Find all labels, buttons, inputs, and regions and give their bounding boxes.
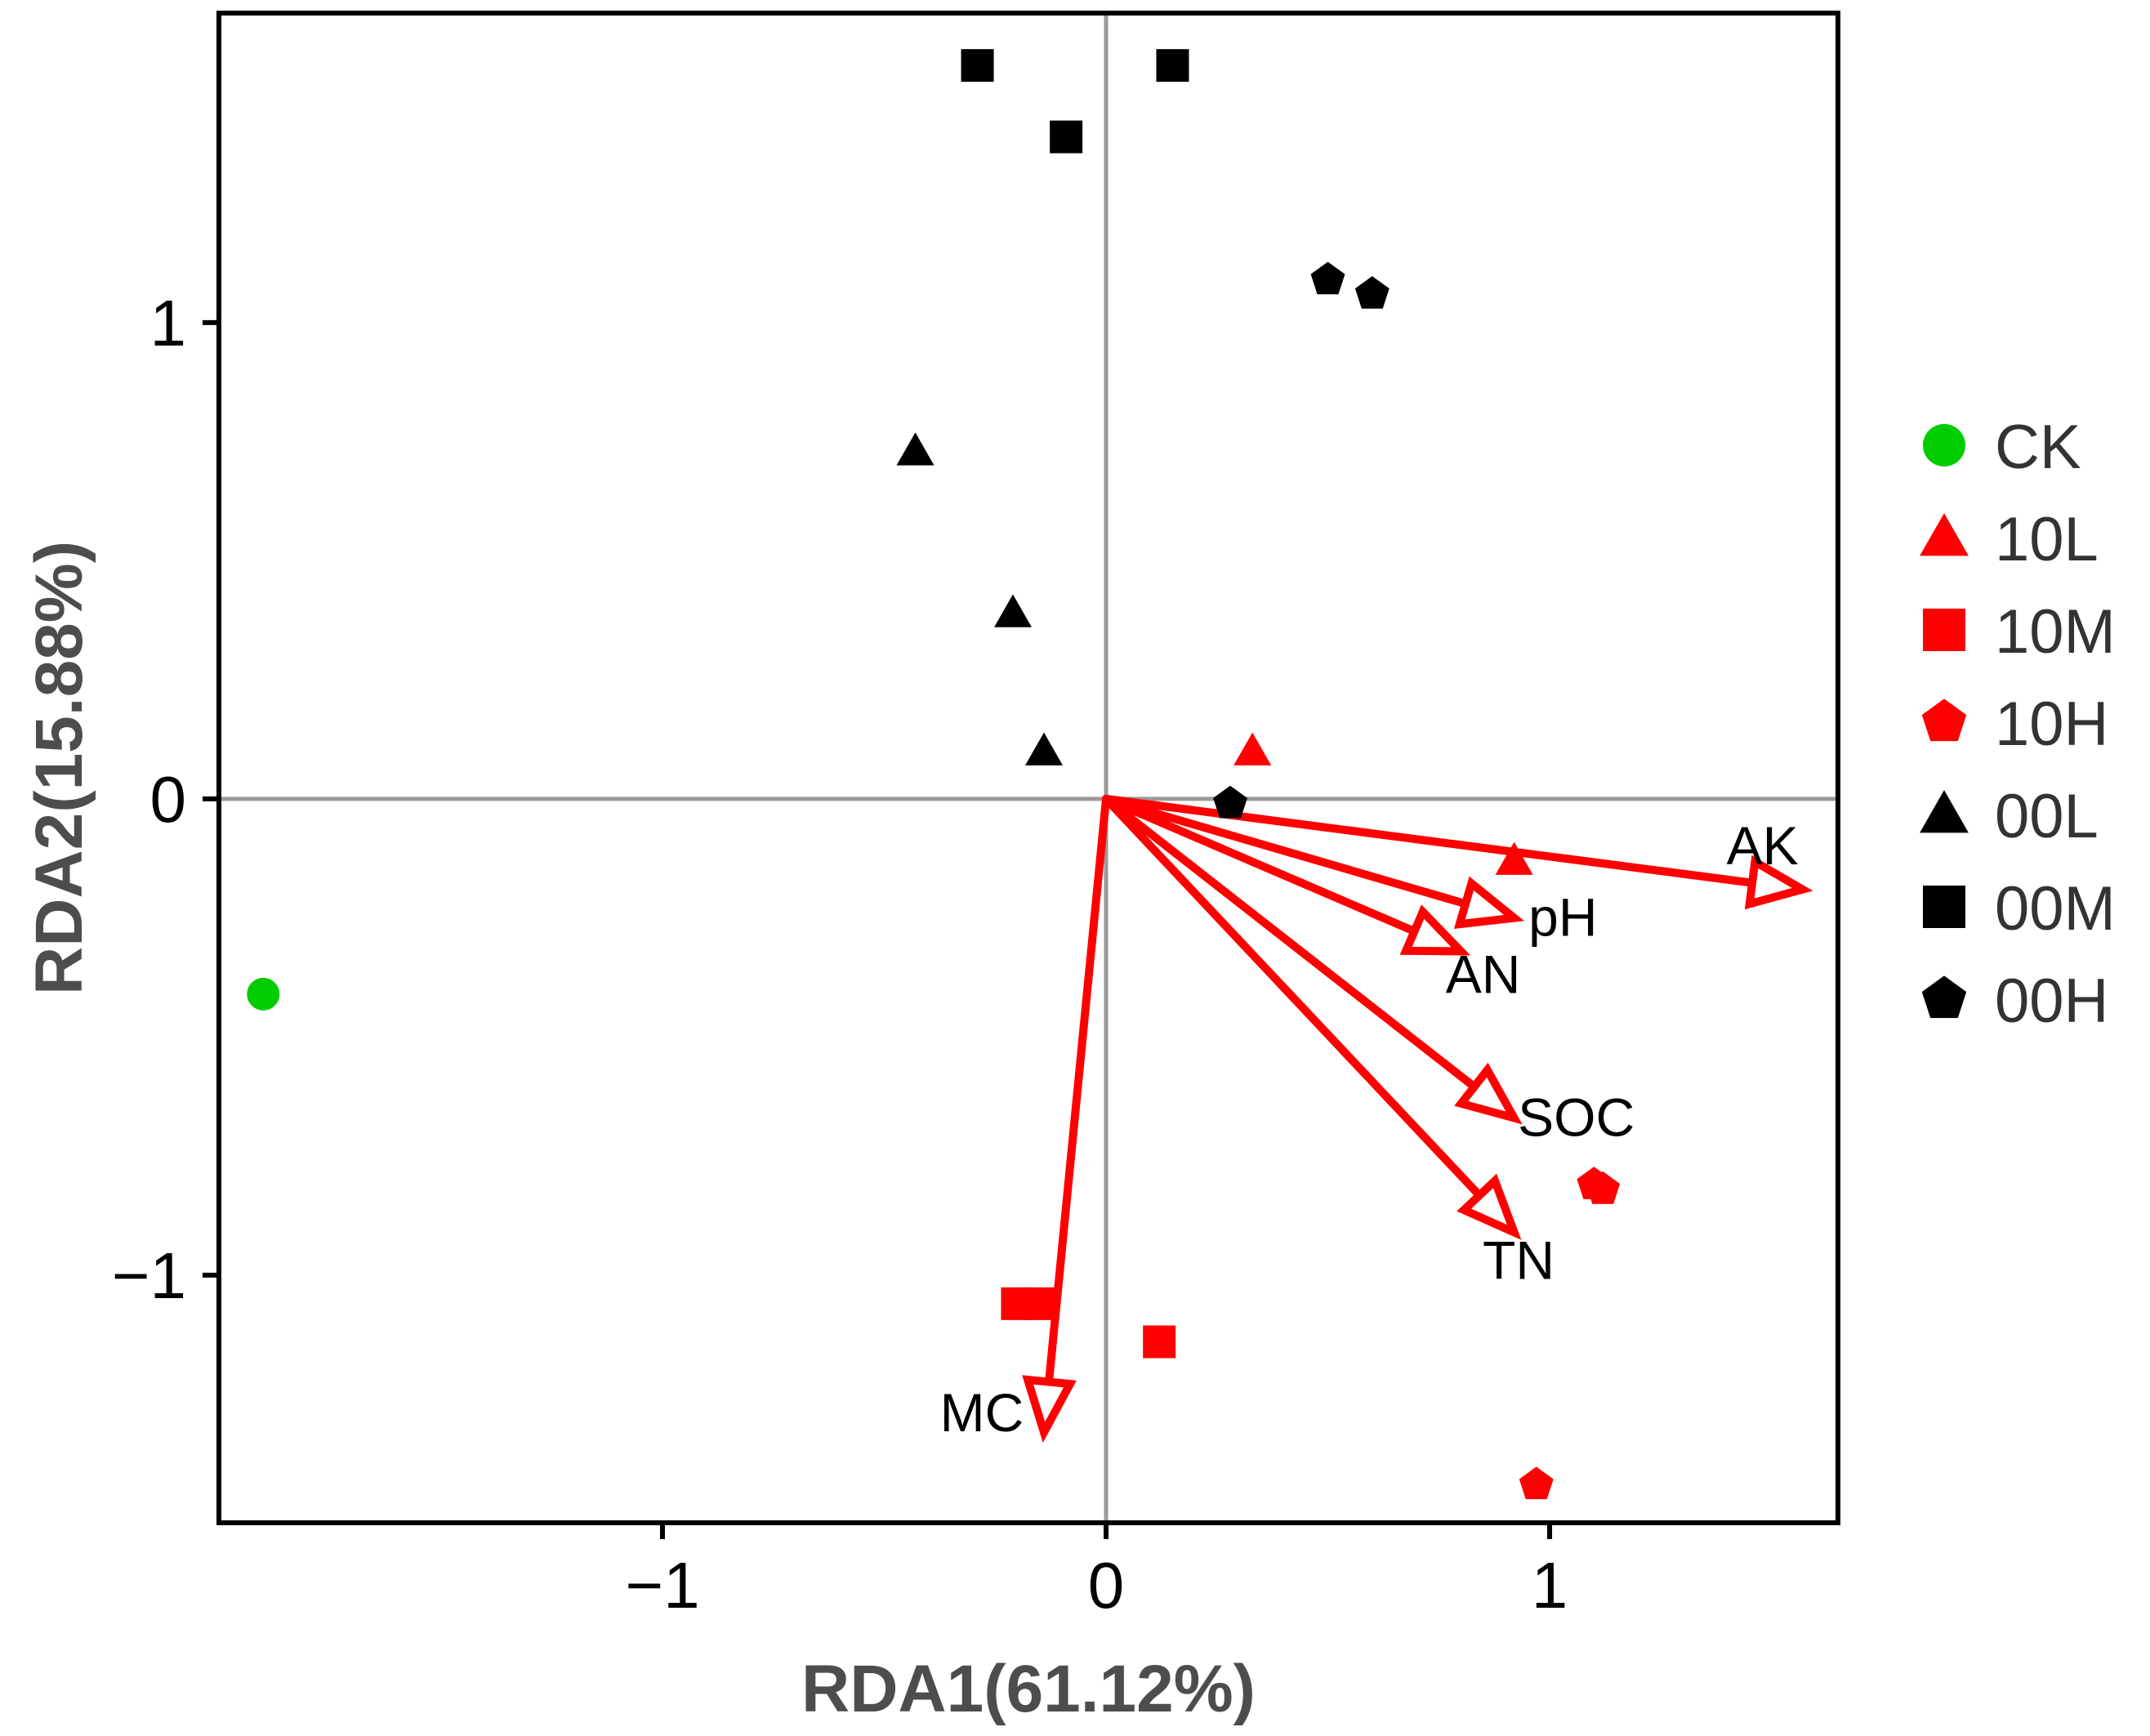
x-tick-label-1: −1 xyxy=(625,1549,699,1622)
point-00l-2 xyxy=(993,594,1032,627)
y-axis-title: RDA2(15.88%) xyxy=(22,541,96,995)
arrow-label-mc: MC xyxy=(940,1382,1024,1443)
arrow-tn-head xyxy=(1456,1173,1522,1240)
x-axis-title: RDA1(61.12%) xyxy=(801,1652,1256,1726)
arrow-soc-shaft xyxy=(1102,794,1479,1091)
legend-label-00m: 00M xyxy=(1995,874,2116,944)
arrow-an-shaft xyxy=(1102,794,1419,935)
point-10m-3 xyxy=(1143,1325,1176,1359)
legend-key-10m xyxy=(1923,609,1965,651)
arrow-an-head xyxy=(1399,904,1471,956)
arrow-label-tn: TN xyxy=(1483,1229,1555,1290)
legend-label-00h: 00H xyxy=(1995,966,2108,1036)
x-tick-label-2: 0 xyxy=(1088,1549,1125,1622)
point-00h-1 xyxy=(1310,261,1345,295)
point-10l-2 xyxy=(1495,841,1533,875)
arrow-soc-head xyxy=(1454,1062,1523,1125)
arrow-label-an: AN xyxy=(1446,944,1521,1005)
point-10l-1 xyxy=(1233,732,1272,765)
arrow-ak-head xyxy=(1744,855,1813,910)
point-00m-3 xyxy=(1050,120,1083,154)
point-ck-1 xyxy=(247,977,280,1011)
point-00l-1 xyxy=(896,432,934,466)
arrow-label-ph: pH xyxy=(1528,887,1597,948)
y-tick-label-2: 0 xyxy=(150,763,187,836)
y-tick-label-3: 1 xyxy=(150,287,187,359)
arrow-ak-shaft xyxy=(1102,794,1757,887)
arrow-ph-shaft xyxy=(1102,794,1470,908)
point-00m-1 xyxy=(961,49,994,83)
legend-key-ck xyxy=(1923,424,1965,466)
point-10h-2 xyxy=(1586,1171,1621,1204)
point-00h-3 xyxy=(1213,785,1247,819)
arrow-ph-head xyxy=(1453,876,1525,930)
plot-frame xyxy=(216,11,1840,1525)
arrow-label-soc: SOC xyxy=(1518,1087,1635,1147)
legend-key-00m xyxy=(1923,886,1965,928)
legend-label-00l: 00L xyxy=(1995,782,2099,851)
legend-key-00l xyxy=(1920,790,1969,833)
arrow-mc-head xyxy=(1022,1375,1077,1444)
point-00h-2 xyxy=(1354,275,1389,309)
legend-label-10l: 10L xyxy=(1995,505,2099,574)
x-tick-label-3: 1 xyxy=(1532,1549,1568,1622)
arrow-tn-shaft xyxy=(1102,794,1484,1200)
point-10h-3 xyxy=(1519,1466,1554,1500)
point-00m-2 xyxy=(1156,49,1189,83)
legend-label-ck: CK xyxy=(1995,413,2081,482)
y-tick-label-1: −1 xyxy=(112,1239,186,1312)
point-10m-2 xyxy=(1023,1287,1056,1320)
legend-label-10m: 10M xyxy=(1995,597,2116,667)
legend-key-00h xyxy=(1921,975,1967,1019)
legend-label-10h: 10H xyxy=(1995,689,2108,759)
legend-key-10l xyxy=(1920,513,1969,556)
arrow-label-ak: AK xyxy=(1727,815,1799,876)
legend-key-10h xyxy=(1921,698,1967,742)
arrow-mc-shaft xyxy=(1045,794,1111,1386)
point-00l-3 xyxy=(1025,732,1064,765)
